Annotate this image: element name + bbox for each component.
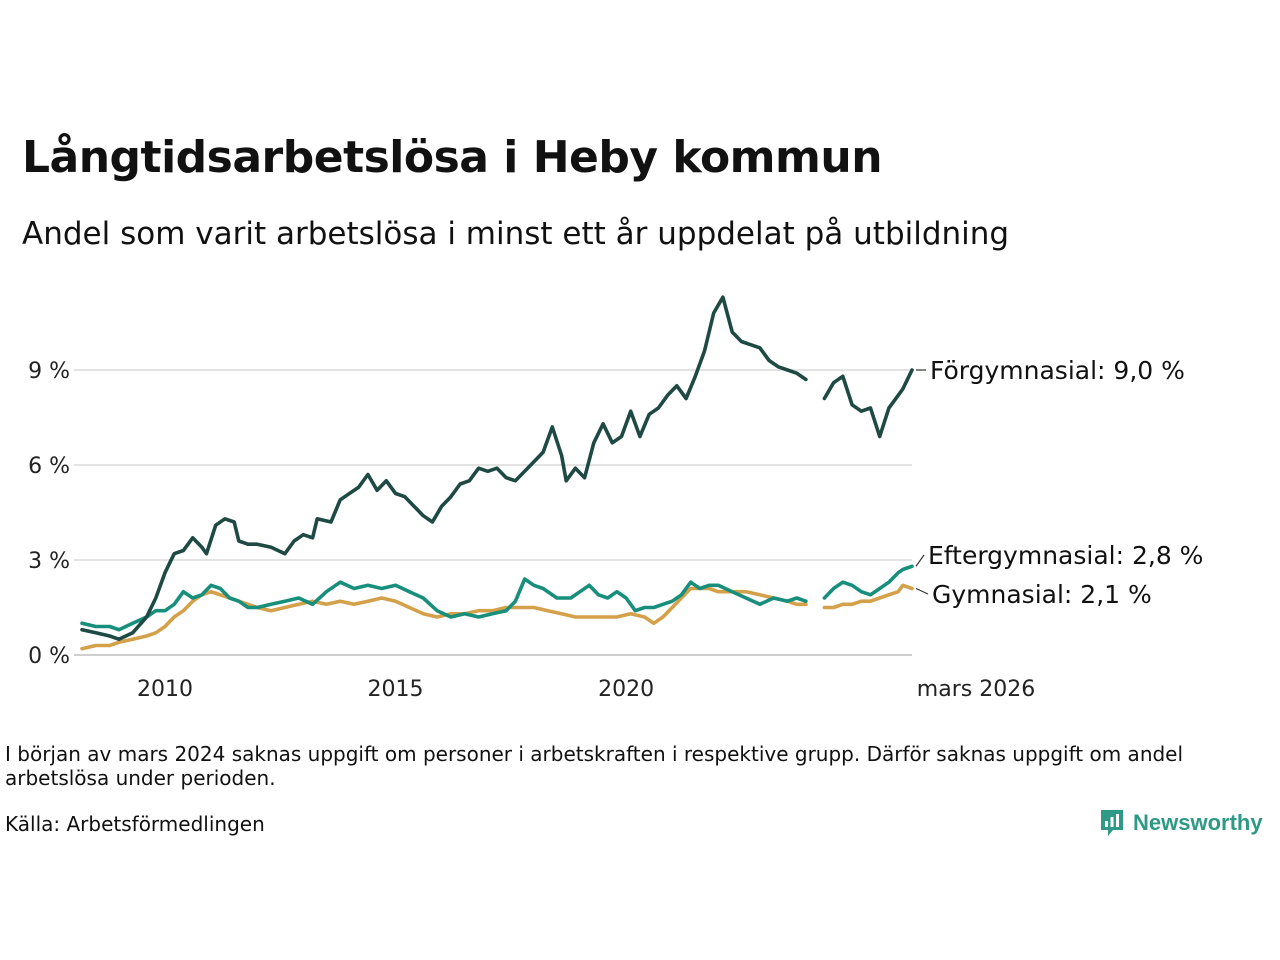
x-tick-label-2010: 2010: [137, 677, 193, 702]
series-lines: [82, 297, 912, 649]
y-tick-label-6: 6 %: [28, 454, 70, 479]
x-axis-tick-labels: 2010 2015 2020 mars 2026: [137, 677, 1035, 702]
newsworthy-chat-icon: [1099, 808, 1125, 838]
y-tick-label-9: 9 %: [28, 359, 70, 384]
end-label-förgymnasial: Förgymnasial: 9,0 %: [930, 356, 1185, 385]
x-tick-label-2015: 2015: [368, 677, 424, 702]
series-line-gymnasial-segment-2: [824, 585, 912, 607]
series-end-labels: Förgymnasial: 9,0 % Eftergymnasial: 2,8 %…: [916, 356, 1203, 609]
newsworthy-logo: Newsworthy: [1099, 808, 1263, 838]
chart-source: Källa: Arbetsförmedlingen: [5, 812, 265, 836]
end-label-gymnasial: Gymnasial: 2,1 %: [932, 580, 1152, 609]
y-tick-label-0: 0 %: [28, 644, 70, 669]
series-line-förgymnasial-segment-2: [824, 370, 912, 437]
x-tick-label-2020: 2020: [598, 677, 654, 702]
x-tick-label-mars 2026: mars 2026: [917, 677, 1035, 702]
brand-name: Newsworthy: [1133, 810, 1263, 836]
y-tick-label-3: 3 %: [28, 549, 70, 574]
y-axis-tick-labels: 0 % 3 % 6 % 9 %: [28, 359, 70, 669]
leader-line-gymnasial: [916, 589, 928, 595]
end-label-eftergymnasial: Eftergymnasial: 2,8 %: [928, 541, 1203, 570]
chart-note: I början av mars 2024 saknas uppgift om …: [5, 742, 1255, 790]
leader-line-eftergymnasial: [916, 555, 924, 566]
